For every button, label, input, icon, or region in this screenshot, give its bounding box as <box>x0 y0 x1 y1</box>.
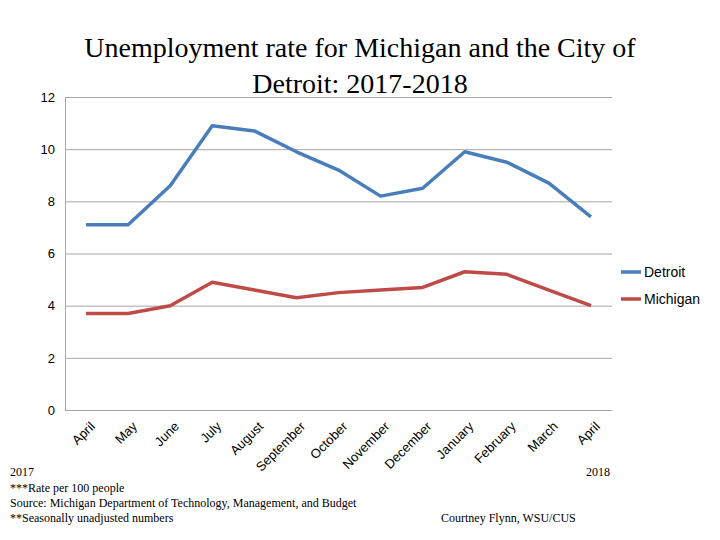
x-tick: April <box>574 410 603 448</box>
x-tick: June <box>151 410 182 449</box>
x-tick-label: August <box>227 418 266 457</box>
grid-line <box>65 254 612 255</box>
x-tick: October <box>307 410 351 462</box>
title-line: Detroit: 2017-2018 <box>252 68 467 99</box>
y-tick-label: 4 <box>48 298 55 313</box>
y-tick: 12 <box>41 90 612 105</box>
legend-label: Detroit <box>644 264 685 280</box>
x-tick-label: April <box>69 419 98 448</box>
y-tick-label: 8 <box>48 194 55 209</box>
y-axis-line <box>66 98 613 411</box>
x-tick: August <box>227 410 266 458</box>
annotation: Source: Michigan Department of Technolog… <box>10 496 357 510</box>
grid-line <box>65 306 612 307</box>
x-tick: September <box>253 410 309 474</box>
y-tick: 10 <box>41 142 612 157</box>
grid-line <box>65 97 612 98</box>
annotation: ***Rate per 100 people <box>10 481 124 495</box>
x-tick-label: April <box>574 419 603 448</box>
x-axis: AprilMayJuneJulyAugustSeptemberOctoberNo… <box>66 410 613 474</box>
y-tick: 2 <box>48 350 612 365</box>
y-tick-label: 10 <box>41 142 55 157</box>
legend-swatch <box>621 297 641 301</box>
grid-line <box>65 410 612 411</box>
annotation: Courtney Flynn, WSU/CUS <box>441 511 576 525</box>
x-tick-label: June <box>151 419 182 450</box>
x-tick: May <box>112 410 140 447</box>
x-tick-label: May <box>112 418 140 446</box>
x-tick: April <box>69 410 98 448</box>
legend-label: Michigan <box>644 291 700 307</box>
x-tick-label: September <box>253 418 309 474</box>
y-tick: 0 <box>48 403 612 418</box>
grid-line <box>65 358 612 359</box>
y-axis: 0 2 4 6 8 10 12 <box>41 90 612 418</box>
x-tick: July <box>197 410 224 446</box>
annotation: 2018 <box>586 465 610 479</box>
chart: Unemployment rate for Michigan and the C… <box>0 0 720 540</box>
y-tick-label: 6 <box>48 246 55 261</box>
x-tick: February <box>471 410 519 466</box>
y-tick: 6 <box>48 246 612 261</box>
annotation: **Seasonally unadjusted numbers <box>10 511 174 525</box>
series-line <box>86 272 591 314</box>
y-tick-label: 0 <box>48 403 55 418</box>
grid-line <box>65 149 612 150</box>
grid-line <box>65 201 612 202</box>
title: Unemployment rate for Michigan and the C… <box>84 32 636 99</box>
legend-swatch <box>621 270 641 274</box>
x-tick-label: February <box>471 418 519 466</box>
x-tick: March <box>525 410 561 455</box>
series-line <box>86 126 591 225</box>
y-tick: 8 <box>48 194 612 209</box>
y-tick-label: 12 <box>41 90 55 105</box>
x-tick: December <box>381 410 434 472</box>
x-axis-line <box>66 410 613 411</box>
y-tick-label: 2 <box>48 350 55 365</box>
annotation: 2017 <box>10 465 34 479</box>
x-tick-label: December <box>381 418 434 471</box>
title-line: Unemployment rate for Michigan and the C… <box>84 32 636 63</box>
x-tick: January <box>433 410 477 462</box>
x-tick-label: March <box>525 419 561 455</box>
legend: Detroit Michigan <box>621 264 700 307</box>
plot-area <box>86 126 591 314</box>
x-tick-label: July <box>197 418 224 445</box>
